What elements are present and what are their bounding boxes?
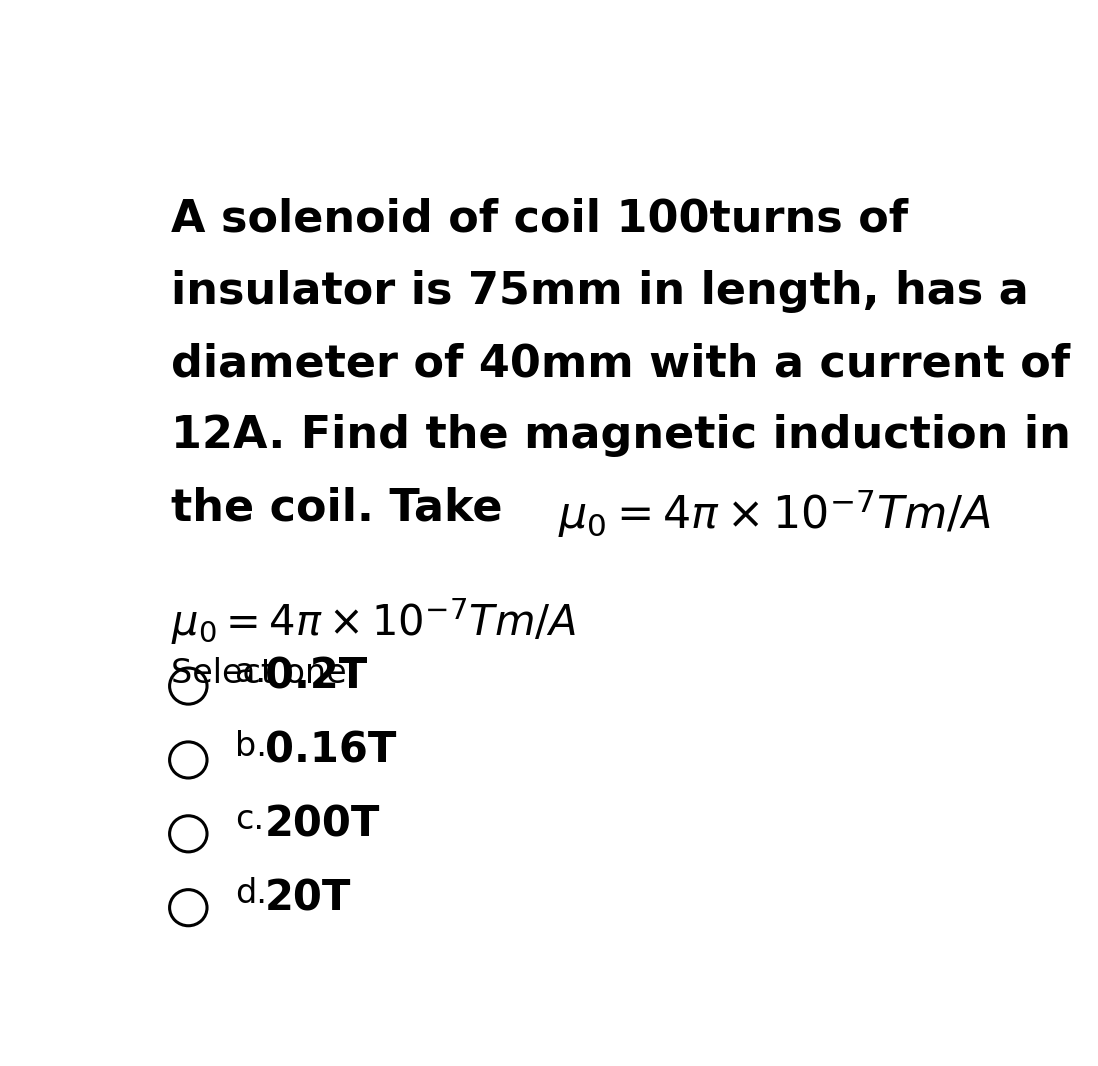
- Text: 12A. Find the magnetic induction in: 12A. Find the magnetic induction in: [171, 415, 1072, 457]
- Text: the coil. Take: the coil. Take: [171, 486, 518, 530]
- Text: 0.2T: 0.2T: [265, 656, 367, 698]
- Text: A solenoid of coil 100turns of: A solenoid of coil 100turns of: [171, 197, 908, 241]
- Text: a.: a.: [235, 656, 266, 689]
- Text: 20T: 20T: [265, 877, 351, 919]
- Text: diameter of 40mm with a current of: diameter of 40mm with a current of: [171, 342, 1071, 385]
- Text: b.: b.: [235, 729, 267, 762]
- Text: $\mu_0 = 4\pi \times 10^{-7}Tm/A$: $\mu_0 = 4\pi \times 10^{-7}Tm/A$: [171, 596, 576, 647]
- Text: c.: c.: [235, 804, 265, 837]
- Text: $\mu_0 = 4\pi \times 10^{-7}Tm/A$: $\mu_0 = 4\pi \times 10^{-7}Tm/A$: [559, 486, 991, 539]
- Text: 200T: 200T: [265, 804, 380, 845]
- Text: d.: d.: [235, 877, 267, 910]
- Text: Select one:: Select one:: [171, 658, 358, 691]
- Text: 0.16T: 0.16T: [265, 729, 396, 772]
- Text: insulator is 75mm in length, has a: insulator is 75mm in length, has a: [171, 270, 1029, 313]
